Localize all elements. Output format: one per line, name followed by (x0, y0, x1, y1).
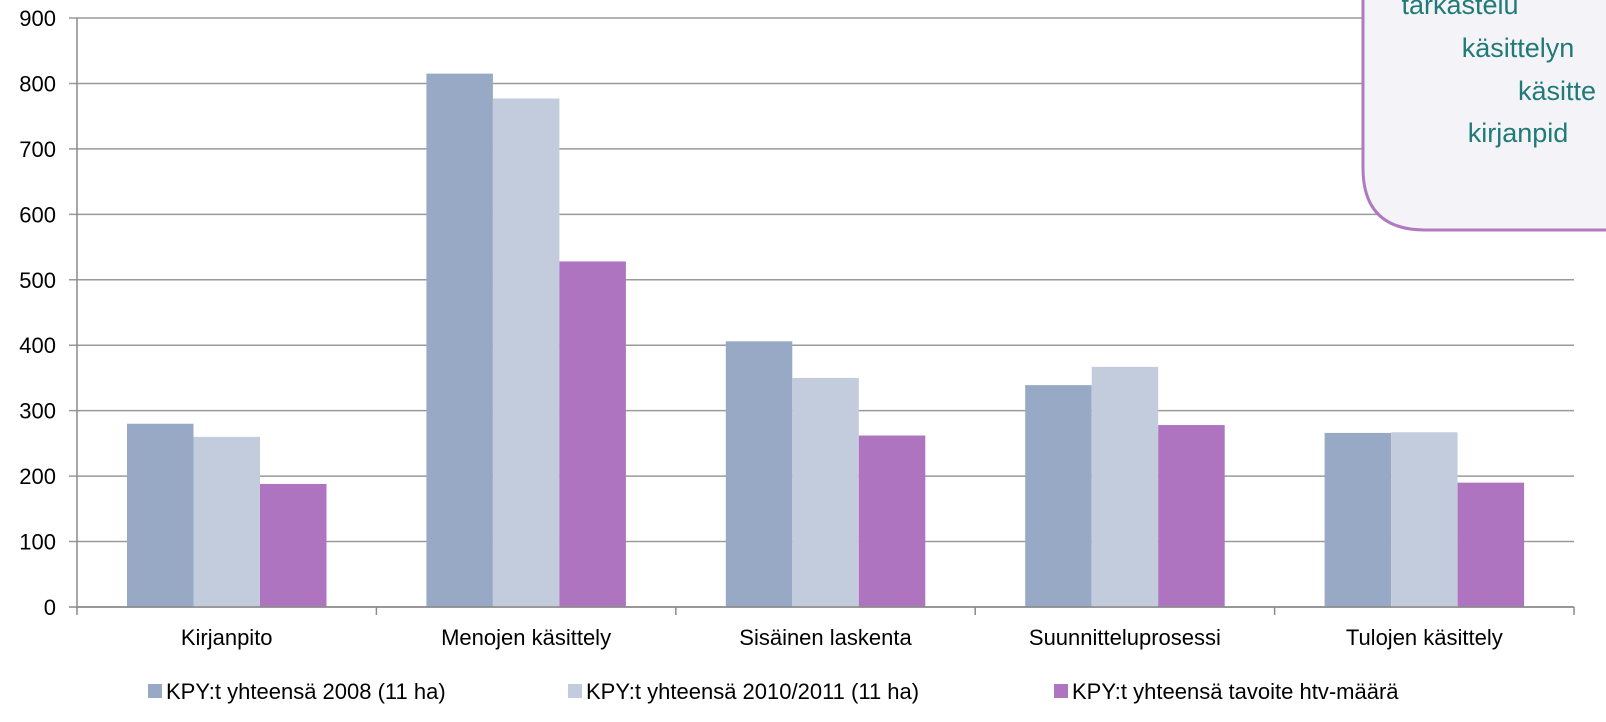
callout-text-line: käsitte (1518, 76, 1596, 106)
bar-2-5 (1391, 432, 1458, 607)
x-category-label: Suunnitteluprosessi (1029, 625, 1221, 650)
callout-text-line: käsittelyn (1462, 33, 1575, 63)
x-category-label: Sisäinen laskenta (739, 625, 912, 650)
callout-shape (1361, 0, 1606, 232)
y-axis-ticks: 0 100 200 300 400 500 600 700 800 900 (19, 6, 56, 620)
y-tick-label: 400 (19, 333, 56, 358)
bar-1-4 (1025, 385, 1092, 607)
bar-3-2 (559, 261, 626, 607)
bar-1-2 (426, 73, 493, 607)
bar-3-5 (1457, 482, 1525, 607)
bar-3-3 (858, 435, 926, 607)
bars (127, 73, 1525, 607)
x-category-label: Tulojen käsittely (1346, 625, 1503, 650)
y-tick-label: 300 (19, 399, 56, 424)
bar-3-4 (1158, 425, 1225, 607)
bar-1-1 (127, 423, 194, 607)
legend-swatch (148, 684, 162, 698)
callout-text-line: tarkastelu (1401, 0, 1518, 20)
bar-1-5 (1324, 432, 1392, 607)
y-tick-label: 100 (19, 530, 56, 555)
y-tick-label: 600 (19, 202, 56, 227)
x-category-label: Menojen käsittely (441, 625, 611, 650)
y-tick-label: 900 (19, 6, 56, 31)
legend: KPY:t yhteensä 2008 (11 ha) KPY:t yhteens… (148, 679, 1399, 704)
x-axis (76, 18, 1575, 615)
legend-label: KPY:t yhteensä 2010/2011 (11 ha) (586, 679, 919, 704)
bar-1-3 (725, 341, 793, 607)
legend-swatch (568, 684, 582, 698)
y-tick-label: 500 (19, 268, 56, 293)
bar-2-4 (1091, 366, 1159, 607)
y-tick-label: 800 (19, 71, 56, 96)
bar-2-3 (792, 377, 859, 607)
legend-label: KPY:t yhteensä 2008 (11 ha) (166, 679, 446, 704)
bar-2-2 (492, 98, 560, 607)
y-tick-label: 0 (44, 595, 56, 620)
x-axis-categories: Kirjanpito Menojen käsittely Sisäinen lask… (181, 625, 1503, 650)
y-tick-label: 700 (19, 137, 56, 162)
legend-swatch (1054, 684, 1068, 698)
callout-text-line: kirjanpid (1468, 118, 1569, 148)
y-tick-label: 200 (19, 464, 56, 489)
x-category-label: Kirjanpito (181, 625, 273, 650)
bar-3-1 (260, 483, 327, 607)
legend-label: KPY:t yhteensä tavoite htv-määrä (1072, 679, 1399, 704)
bar-2-1 (193, 436, 260, 607)
callout-box: tarkastelu käsittelyn käsitte kirjanpid (1361, 0, 1606, 232)
